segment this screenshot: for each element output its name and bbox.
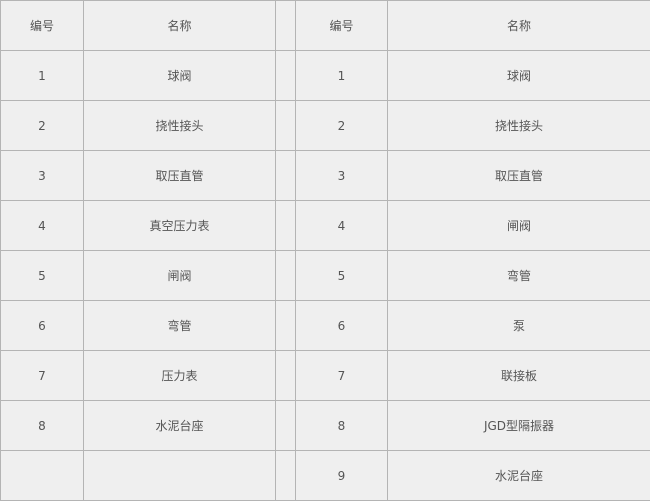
right-number-cell: 8 xyxy=(296,401,388,451)
right-number-cell: 7 xyxy=(296,351,388,401)
header-number-right: 编号 xyxy=(296,1,388,51)
left-number-cell: 5 xyxy=(1,251,84,301)
left-name-cell: 取压直管 xyxy=(84,151,276,201)
right-number-cell: 4 xyxy=(296,201,388,251)
header-number-left: 编号 xyxy=(1,1,84,51)
left-name-cell: 真空压力表 xyxy=(84,201,276,251)
left-number-cell: 3 xyxy=(1,151,84,201)
header-name-right: 名称 xyxy=(388,1,650,51)
left-name-cell: 弯管 xyxy=(84,301,276,351)
right-name-cell: 泵 xyxy=(388,301,650,351)
right-number-cell: 5 xyxy=(296,251,388,301)
right-name-cell: 联接板 xyxy=(388,351,650,401)
left-number-cell: 2 xyxy=(1,101,84,151)
right-name-cell: 挠性接头 xyxy=(388,101,650,151)
header-row: 编号 名称 编号 名称 xyxy=(1,1,650,51)
right-number-cell: 9 xyxy=(296,451,388,501)
spacer-cell xyxy=(276,401,296,451)
left-name-cell: 水泥台座 xyxy=(84,401,276,451)
spacer-cell xyxy=(276,51,296,101)
spacer-cell xyxy=(276,101,296,151)
right-name-cell: 水泥台座 xyxy=(388,451,650,501)
right-name-cell: 弯管 xyxy=(388,251,650,301)
spacer-cell xyxy=(276,451,296,501)
spacer-cell xyxy=(276,151,296,201)
left-number-cell: 4 xyxy=(1,201,84,251)
left-number-cell: 6 xyxy=(1,301,84,351)
left-name-cell: 闸阀 xyxy=(84,251,276,301)
left-number-cell: 7 xyxy=(1,351,84,401)
right-number-cell: 3 xyxy=(296,151,388,201)
right-name-cell: JGD型隔振器 xyxy=(388,401,650,451)
right-name-cell: 闸阀 xyxy=(388,201,650,251)
spacer-cell xyxy=(276,1,296,51)
left-number-cell: 8 xyxy=(1,401,84,451)
left-number-cell xyxy=(1,451,84,501)
right-name-cell: 球阀 xyxy=(388,51,650,101)
spacer-cell xyxy=(276,351,296,401)
spacer-cell xyxy=(276,201,296,251)
spacer-cell xyxy=(276,301,296,351)
left-name-cell: 挠性接头 xyxy=(84,101,276,151)
left-number-cell: 1 xyxy=(1,51,84,101)
left-name-cell: 球阀 xyxy=(84,51,276,101)
right-number-cell: 2 xyxy=(296,101,388,151)
right-name-cell: 取压直管 xyxy=(388,151,650,201)
right-number-cell: 6 xyxy=(296,301,388,351)
spacer-cell xyxy=(276,251,296,301)
left-name-cell: 压力表 xyxy=(84,351,276,401)
header-name-left: 名称 xyxy=(84,1,276,51)
right-number-cell: 1 xyxy=(296,51,388,101)
left-name-cell xyxy=(84,451,276,501)
